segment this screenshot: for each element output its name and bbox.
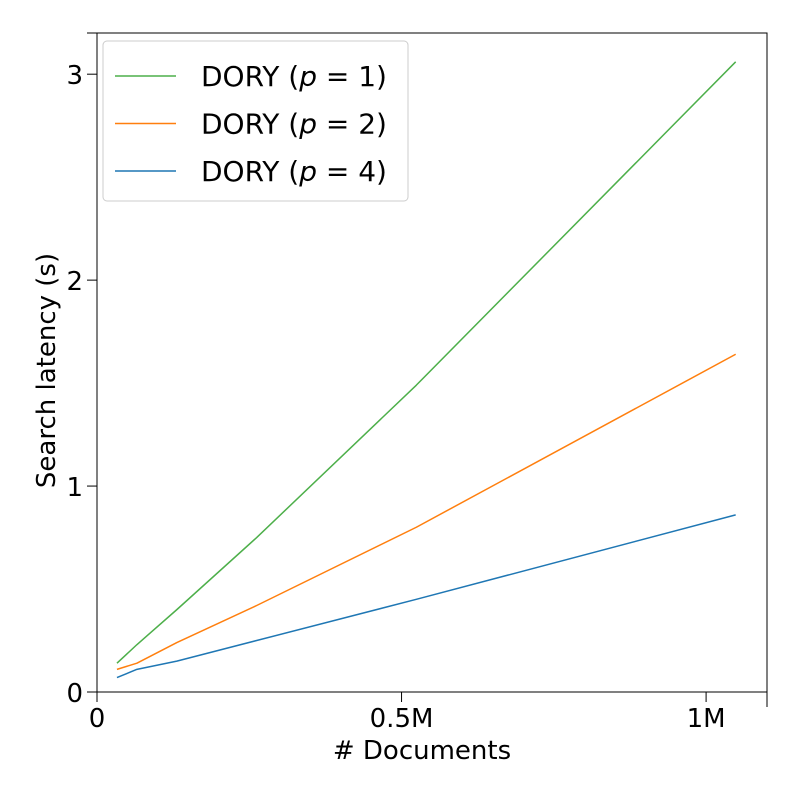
series-line-1 xyxy=(116,61,737,664)
y-tick-label: 2 xyxy=(66,267,83,297)
x-tick-label: 0.5M xyxy=(370,704,434,734)
y-tick-label: 1 xyxy=(66,473,83,503)
y-tick-label: 0 xyxy=(66,679,83,709)
x-axis-title: # Documents xyxy=(333,736,511,766)
legend-item: DORY (p = 1) xyxy=(115,60,387,93)
series-line-3 xyxy=(116,514,736,679)
legend-frame xyxy=(102,40,409,202)
series-line-2 xyxy=(116,353,737,671)
legend-item: DORY (p = 4) xyxy=(115,155,387,188)
legend-label: DORY (p = 1) xyxy=(201,60,387,93)
legend-label: DORY (p = 2) xyxy=(201,108,387,141)
series-layer xyxy=(116,61,737,679)
x-tick-label: 1M xyxy=(687,704,726,734)
x-tick-label: 0 xyxy=(89,704,106,734)
legend-label: DORY (p = 4) xyxy=(201,155,387,188)
legend-item: DORY (p = 2) xyxy=(115,108,387,141)
y-axis-title: Search latency (s) xyxy=(32,253,62,488)
axes-layer: 0 0.5M 1M 0 1 2 3 xyxy=(66,32,768,734)
plot-frame xyxy=(96,32,768,693)
legend: DORY (p = 1) DORY (p = 2) DORY (p = 4) xyxy=(102,40,409,202)
y-tick-label: 3 xyxy=(66,61,83,91)
